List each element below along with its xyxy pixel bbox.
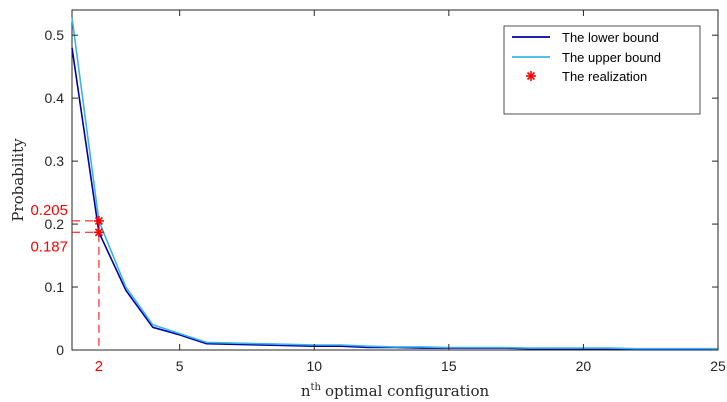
- realization-marker-stroke: [94, 216, 103, 225]
- x-tick-label: 25: [710, 358, 726, 374]
- legend-realization-marker: [526, 71, 536, 81]
- y-tick-label: 0.5: [45, 27, 65, 43]
- realization-marker: [93, 227, 104, 238]
- legend: The lower bound The upper bound The real…: [503, 25, 701, 115]
- legend-lower-bound-label: The lower bound: [562, 30, 659, 45]
- x-tick-label: 20: [576, 358, 592, 374]
- realization-marker: [93, 215, 104, 226]
- x-axis-title-prefix: n: [301, 382, 311, 400]
- upper-realization-label: 0.205: [30, 202, 68, 219]
- y-axis-title: Probability: [9, 138, 27, 222]
- y-tick-label: 0.2: [45, 216, 65, 232]
- x-axis-title-text: optimal configuration: [325, 382, 490, 400]
- y-tick-label: 0.4: [45, 90, 65, 106]
- y-tick-label: 0.1: [45, 279, 65, 295]
- x-axis-title: nth optimal configuration: [301, 382, 490, 400]
- legend-upper-bound-label: The upper bound: [562, 50, 661, 65]
- legend-box: [503, 25, 701, 115]
- x-tick-label: 10: [306, 358, 322, 374]
- lower-realization-label: 0.187: [30, 238, 68, 255]
- x-tick-label: 15: [441, 358, 457, 374]
- x-axis-title-sup: th: [311, 382, 322, 393]
- upper-bound-line: [71, 17, 718, 350]
- y-tick-label: 0: [56, 342, 64, 358]
- legend-realization-label: The realization: [562, 69, 647, 84]
- x-realization-label: 2: [95, 358, 103, 375]
- y-tick-label: 0.3: [45, 153, 65, 169]
- realization-marker-stroke: [94, 228, 103, 237]
- x-tick-label: 5: [176, 358, 184, 374]
